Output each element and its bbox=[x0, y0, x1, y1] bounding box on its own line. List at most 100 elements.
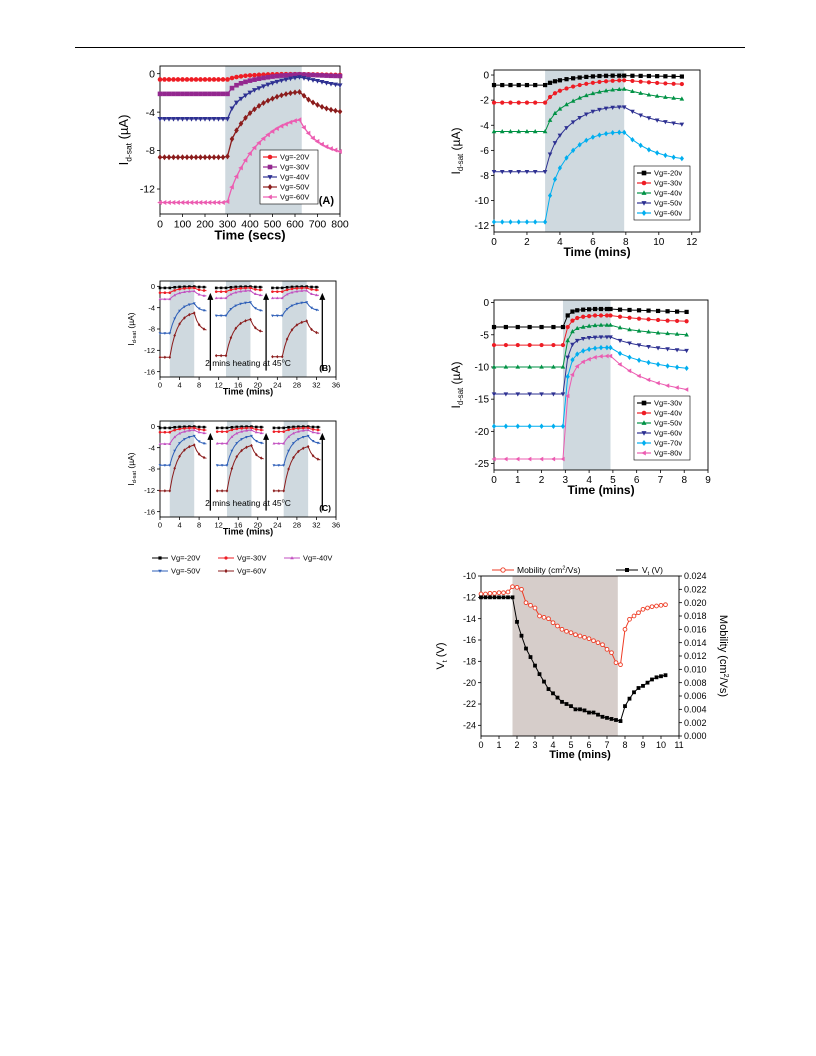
data-point bbox=[483, 595, 488, 600]
data-point bbox=[604, 306, 610, 312]
data-point bbox=[306, 425, 310, 428]
data-point bbox=[663, 74, 668, 79]
data-point bbox=[663, 602, 668, 608]
data-point bbox=[552, 79, 558, 84]
data-point bbox=[565, 393, 570, 399]
data-point bbox=[229, 184, 234, 190]
data-point bbox=[277, 441, 281, 445]
data-point bbox=[301, 446, 305, 450]
x-tick-label: 16 bbox=[234, 521, 242, 530]
x-axis-label: Time (secs) bbox=[214, 228, 285, 243]
series-vg-30v bbox=[491, 306, 689, 330]
y-tick-label: 0 bbox=[151, 282, 155, 291]
data-point bbox=[187, 289, 191, 293]
annotation-degree: o bbox=[282, 359, 285, 365]
legend-marker bbox=[267, 175, 273, 180]
data-point bbox=[211, 117, 217, 122]
data-point bbox=[316, 441, 320, 445]
data-point bbox=[539, 324, 544, 330]
data-point bbox=[305, 301, 309, 304]
legend-mobility-sup: 2 bbox=[562, 566, 565, 572]
data-point bbox=[180, 77, 185, 82]
data-point bbox=[253, 292, 257, 295]
data-point bbox=[261, 100, 266, 106]
data-point bbox=[202, 294, 206, 297]
data-point bbox=[516, 219, 521, 225]
data-point bbox=[171, 154, 176, 161]
series-vg-50v bbox=[491, 105, 685, 175]
data-point bbox=[229, 285, 233, 289]
data-point bbox=[283, 91, 289, 98]
data-point bbox=[551, 324, 556, 330]
data-point bbox=[508, 170, 513, 175]
data-point bbox=[245, 436, 248, 439]
data-point bbox=[547, 80, 553, 85]
data-point bbox=[158, 332, 162, 335]
data-point bbox=[255, 453, 258, 457]
data-point bbox=[300, 301, 304, 305]
data-point bbox=[491, 170, 497, 175]
heating-annotation: 2 mins heating at 45oC bbox=[205, 358, 291, 368]
data-point bbox=[510, 584, 515, 590]
data-point bbox=[193, 199, 198, 205]
data-point bbox=[234, 287, 238, 291]
data-point bbox=[215, 426, 219, 430]
data-point bbox=[564, 702, 569, 706]
data-point bbox=[166, 154, 172, 161]
data-point bbox=[537, 613, 542, 619]
data-point bbox=[224, 314, 228, 318]
x-tick-label: 0 bbox=[491, 475, 497, 486]
data-point bbox=[292, 455, 295, 460]
data-point bbox=[527, 423, 532, 429]
data-point bbox=[604, 646, 610, 652]
data-point bbox=[684, 332, 689, 337]
data-point bbox=[665, 383, 670, 388]
y-tick-label: -12 bbox=[463, 592, 476, 602]
data-point bbox=[679, 155, 684, 162]
data-point bbox=[598, 322, 604, 327]
data-point bbox=[168, 426, 172, 430]
data-point bbox=[183, 290, 186, 294]
data-point bbox=[234, 290, 238, 294]
data-point bbox=[206, 117, 213, 122]
data-point bbox=[187, 436, 191, 439]
legend-entry: Vg=-20v bbox=[654, 169, 682, 178]
data-point bbox=[641, 683, 645, 688]
data-point bbox=[300, 285, 304, 288]
data-point bbox=[202, 327, 206, 331]
data-point bbox=[503, 392, 509, 397]
legend-entry: Vg=-80v bbox=[654, 449, 682, 458]
data-point bbox=[570, 120, 576, 125]
data-point bbox=[487, 590, 493, 596]
data-point bbox=[630, 136, 635, 143]
legend-mobility-prefix: Mobility (cm bbox=[517, 565, 562, 575]
data-point bbox=[679, 122, 685, 127]
data-point bbox=[178, 309, 181, 313]
data-point bbox=[478, 591, 484, 597]
data-point bbox=[202, 117, 208, 122]
data-point bbox=[570, 318, 575, 323]
series-vg-30v bbox=[491, 78, 684, 105]
y-tick-label: -10 bbox=[475, 196, 490, 207]
y-axis-label-main: I bbox=[116, 162, 131, 166]
data-point bbox=[178, 425, 181, 429]
data-point bbox=[215, 430, 219, 433]
data-point bbox=[192, 428, 196, 432]
panel-label: (B) bbox=[319, 363, 331, 373]
data-point bbox=[292, 425, 295, 429]
x-tick-label: 32 bbox=[312, 381, 320, 390]
data-point bbox=[539, 342, 544, 348]
data-point bbox=[305, 289, 309, 292]
data-point bbox=[524, 100, 530, 105]
data-point bbox=[316, 428, 320, 432]
data-point bbox=[519, 633, 524, 638]
data-point bbox=[229, 292, 233, 296]
heating-arrow-head bbox=[319, 432, 326, 440]
data-point bbox=[306, 444, 310, 449]
data-point bbox=[234, 82, 239, 88]
data-point bbox=[258, 329, 262, 333]
data-point bbox=[679, 81, 684, 87]
data-point bbox=[166, 77, 172, 82]
data-point bbox=[179, 199, 185, 205]
data-point bbox=[560, 456, 565, 462]
